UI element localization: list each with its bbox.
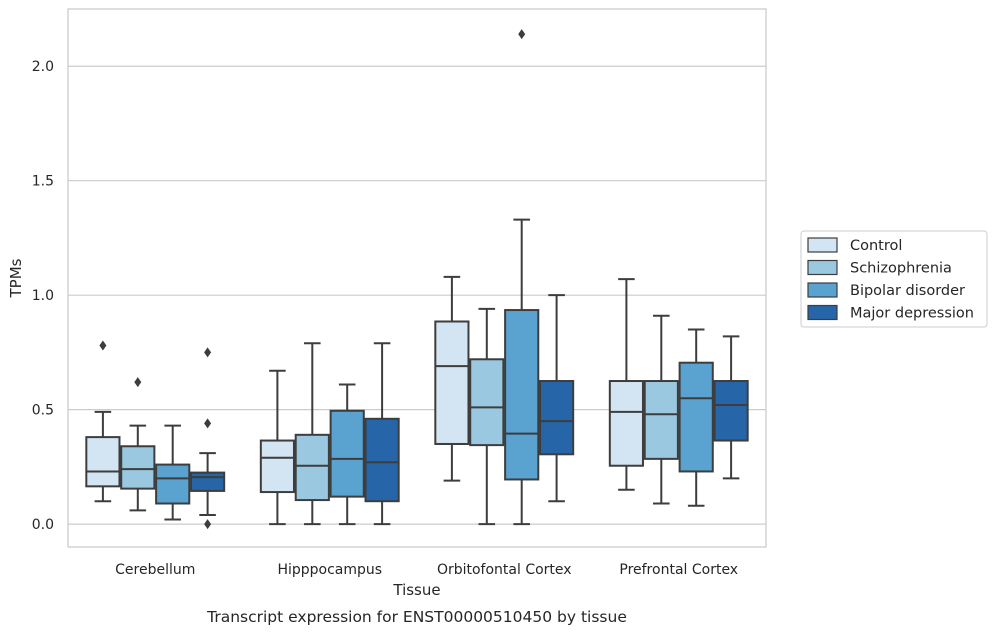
legend-frame <box>800 230 988 328</box>
box-0-3 <box>190 347 226 530</box>
legend-swatch-2 <box>807 282 838 298</box>
y-tick-label-2: 1.0 <box>32 288 54 304</box>
box-iqr <box>155 463 191 505</box>
y-tick-label-3: 1.5 <box>32 174 54 190</box>
x-tick-label-3: Prefrontal Cortex <box>619 562 738 578</box>
box-iqr <box>713 380 749 442</box>
x-tick-label-1: Hipppocampus <box>277 562 382 578</box>
y-tick-label-0: 0.0 <box>32 517 54 533</box>
box-2-1 <box>469 307 505 526</box>
box-iqr <box>539 380 575 456</box>
outlier-point-2 <box>204 347 212 358</box>
box-iqr <box>678 361 714 473</box>
legend-label-3: Major depression <box>850 306 974 322</box>
box-0-2 <box>155 424 191 521</box>
box-iqr <box>434 320 470 445</box>
x-tick-label-2: Orbitofontal Cortex <box>437 562 572 578</box>
legend-label-1: Schizophrenia <box>850 261 952 277</box>
box-iqr <box>504 309 540 481</box>
outlier-point-0 <box>518 29 526 40</box>
legend-label-0: Control <box>850 238 902 254</box>
x-tick-label-0: Cerebellum <box>115 562 195 578</box>
box-iqr <box>259 439 295 494</box>
box-iqr <box>643 380 679 460</box>
box-2-2 <box>504 29 540 526</box>
outlier-point-0 <box>204 519 212 530</box>
legend-swatch-1 <box>807 259 838 276</box>
box-iqr <box>85 436 121 488</box>
box-iqr <box>190 471 226 492</box>
box-iqr <box>329 409 365 498</box>
outlier-point-0 <box>134 377 142 388</box>
box-0-0 <box>85 340 121 503</box>
box-1-1 <box>294 342 330 526</box>
y-tick-label-4: 2.0 <box>32 59 54 75</box>
box-2-3 <box>539 294 575 503</box>
y-tick-labels: 0.0 0.5 1.0 1.5 2.0 <box>32 59 54 533</box>
x-tick-labels: Cerebellum Hipppocampus Orbitofontal Corte… <box>115 562 738 578</box>
chart-caption: Transcript expression for ENST0000051045… <box>206 608 627 626</box>
legend-swatch-0 <box>807 237 838 253</box>
legend-swatch-3 <box>807 304 838 321</box>
legend-label-2: Bipolar disorder <box>850 283 965 299</box>
box-1-2 <box>329 383 365 526</box>
box-1-0 <box>259 369 295 526</box>
box-iqr <box>294 433 330 502</box>
box-iqr <box>364 417 400 503</box>
plot-frame <box>67 8 767 548</box>
y-axis-label: TPMs <box>7 258 25 298</box>
outlier-point-0 <box>99 340 107 351</box>
box-3-2 <box>678 328 714 507</box>
outlier-point-1 <box>204 418 212 429</box>
legend: Control Schizophrenia Bipolar disorder Majo… <box>800 230 988 328</box>
y-tick-label-1: 0.5 <box>32 403 54 419</box>
box-0-1 <box>120 377 156 512</box>
box-3-1 <box>643 314 679 505</box>
box-plots <box>85 29 749 530</box>
box-3-0 <box>608 278 644 491</box>
box-2-0 <box>434 275 470 482</box>
box-iqr <box>469 358 505 447</box>
box-1-3 <box>364 342 400 526</box>
box-iqr <box>608 380 644 467</box>
box-iqr <box>120 445 156 490</box>
x-axis-label: Tissue <box>392 581 440 599</box>
box-3-3 <box>713 335 749 480</box>
